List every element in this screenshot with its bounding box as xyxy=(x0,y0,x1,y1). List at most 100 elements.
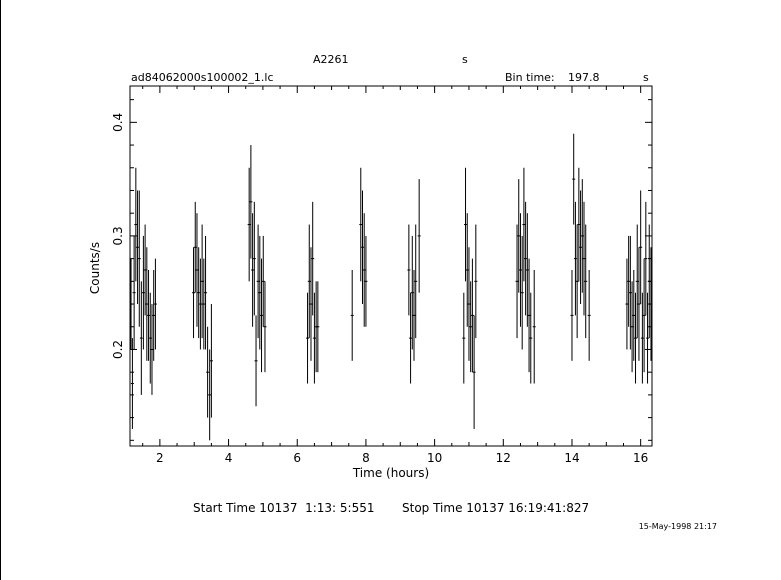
data-point xyxy=(582,201,586,316)
data-point xyxy=(575,224,579,339)
data-point xyxy=(130,338,134,429)
data-point xyxy=(522,167,526,282)
data-point xyxy=(409,292,413,384)
plot-frame xyxy=(129,85,653,447)
data-point xyxy=(143,224,147,316)
data-point xyxy=(634,292,638,384)
data-point xyxy=(209,304,213,418)
data-point xyxy=(254,315,258,407)
data-point xyxy=(529,292,533,384)
data-point xyxy=(532,269,536,384)
x-tick-label: 2 xyxy=(156,451,164,465)
axis-tick-labels: 2 4 6 8 10 12 14 16 0.2 0.3 0.4 xyxy=(111,113,648,465)
data-point xyxy=(467,247,471,361)
data-point xyxy=(649,247,653,361)
data-point xyxy=(252,201,256,316)
y-tick-label: 0.4 xyxy=(111,113,125,132)
data-point xyxy=(208,349,212,441)
data-point xyxy=(637,247,641,361)
data-point xyxy=(147,269,151,361)
data-point xyxy=(206,326,210,418)
data-point xyxy=(644,201,648,316)
data-point xyxy=(646,292,650,384)
data-point xyxy=(249,145,253,259)
data-point xyxy=(515,224,519,339)
data-point xyxy=(204,235,208,350)
data-point xyxy=(474,224,478,339)
x-tick-label: 10 xyxy=(427,451,442,465)
file-name: ad84062000s100002_1.lc xyxy=(131,71,274,84)
data-point xyxy=(350,269,354,361)
data-point xyxy=(628,235,632,350)
data-point xyxy=(577,167,581,282)
data-point xyxy=(251,213,255,327)
data-point xyxy=(639,190,643,305)
stop-time: Stop Time 10137 16:19:41:827 xyxy=(402,501,589,515)
data-point xyxy=(134,167,138,282)
data-point xyxy=(364,235,368,327)
x-tick-label: 4 xyxy=(225,451,233,465)
bin-time-value: 197.8 xyxy=(568,71,600,84)
data-point xyxy=(572,133,576,225)
data-point xyxy=(153,258,157,350)
data-point xyxy=(137,190,141,327)
data-point xyxy=(129,258,133,350)
data-point xyxy=(627,235,631,327)
data-point xyxy=(417,179,421,293)
data-point xyxy=(307,224,311,339)
data-point xyxy=(260,258,264,373)
data-point xyxy=(640,292,644,384)
bin-time-label: Bin time: xyxy=(505,71,555,84)
bin-time-unit: s xyxy=(643,71,649,84)
data-point xyxy=(580,179,584,293)
data-point xyxy=(258,235,262,350)
data-point xyxy=(132,235,136,350)
data-point xyxy=(261,235,265,327)
data-point xyxy=(527,258,531,373)
data-point xyxy=(309,247,313,361)
y-tick-label: 0.2 xyxy=(111,340,125,359)
data-point xyxy=(407,224,411,316)
data-point xyxy=(202,258,206,350)
data-point xyxy=(469,281,473,373)
data-point xyxy=(193,201,197,293)
object-suffix: s xyxy=(462,53,468,66)
data-point xyxy=(306,292,310,384)
data-point xyxy=(148,292,152,384)
data-point xyxy=(647,224,651,339)
data-point xyxy=(316,281,320,373)
data-point xyxy=(520,235,524,350)
data-point xyxy=(256,224,260,339)
data-point xyxy=(152,269,156,361)
data-point xyxy=(263,281,267,373)
data-point xyxy=(360,190,364,305)
x-tick-label: 14 xyxy=(564,451,579,465)
data-point xyxy=(573,201,577,316)
data-point xyxy=(192,247,196,339)
data-point xyxy=(462,292,466,384)
data-point xyxy=(136,190,140,305)
data-point xyxy=(410,235,414,350)
data-point xyxy=(362,213,366,327)
data-point xyxy=(198,258,202,350)
data-point xyxy=(524,201,528,316)
data-points xyxy=(129,133,653,441)
data-point xyxy=(625,258,629,350)
data-point xyxy=(470,258,474,373)
data-point xyxy=(247,167,251,282)
data-point xyxy=(150,304,154,395)
data-point xyxy=(195,213,199,327)
data-point xyxy=(579,190,583,305)
data-point xyxy=(359,167,363,282)
date-stamp: 15-May-1998 21:17 xyxy=(639,522,717,531)
data-point xyxy=(642,258,646,373)
data-point xyxy=(587,269,591,361)
data-point xyxy=(145,247,149,361)
x-tick-label: 8 xyxy=(362,451,370,465)
data-point xyxy=(312,292,316,384)
data-point xyxy=(311,201,315,316)
data-point xyxy=(200,224,204,339)
x-tick-label: 16 xyxy=(633,451,648,465)
data-point xyxy=(141,235,145,350)
